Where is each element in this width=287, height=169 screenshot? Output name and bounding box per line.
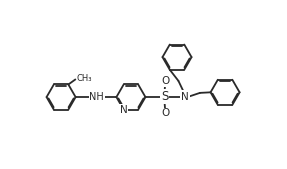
Text: NH: NH bbox=[90, 91, 104, 102]
Text: O: O bbox=[161, 108, 169, 118]
Text: O: O bbox=[161, 76, 169, 86]
Text: N: N bbox=[181, 91, 189, 102]
Text: N: N bbox=[119, 105, 127, 115]
Text: CH₃: CH₃ bbox=[77, 74, 92, 83]
Text: S: S bbox=[161, 90, 168, 103]
